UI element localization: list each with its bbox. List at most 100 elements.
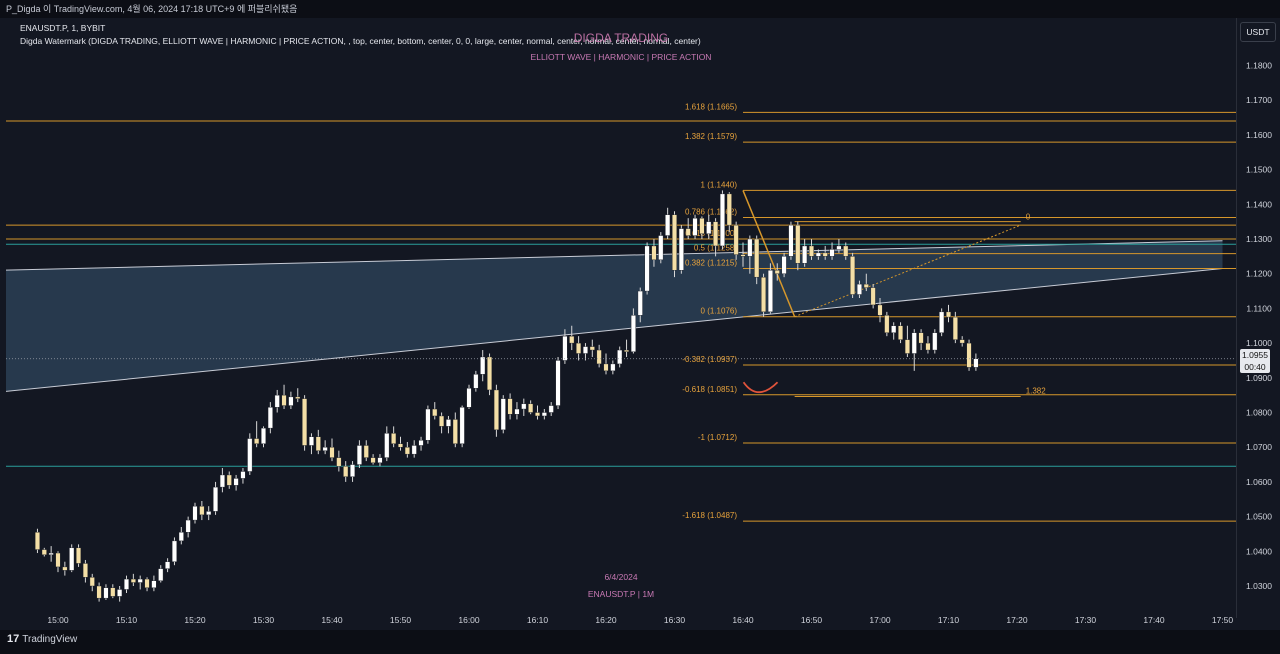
candle-body-111 xyxy=(795,224,801,264)
time-axis[interactable]: 15:00 15:10 15:20 15:30 15:40 15:50 16:00 16:10… xyxy=(6,612,1236,628)
projection-diagonal xyxy=(794,224,1021,318)
candle-body-27 xyxy=(219,474,225,488)
channel-upper-line xyxy=(6,240,1223,271)
time-tick-11: 16:50 xyxy=(801,615,823,625)
price-tick-9: 1.0900 xyxy=(1246,373,1272,383)
time-axis-labels: 15:00 15:10 15:20 15:30 15:40 15:50 16:00 16:10… xyxy=(47,615,1233,625)
candle-body-88 xyxy=(637,290,643,316)
candle-body-40 xyxy=(308,436,314,446)
watermark-symbol: ENAUSDT.P | 1M xyxy=(587,589,655,599)
candle-body-67 xyxy=(493,389,499,431)
watermark-date: 6/4/2024 xyxy=(604,572,638,582)
candle-body-136 xyxy=(966,342,972,368)
candle-body-95 xyxy=(685,228,691,236)
candle-body-26 xyxy=(213,486,219,512)
candle-body-8 xyxy=(89,577,95,587)
chart-pane[interactable]: 1.618 (1.1665) 1.382 (1.1579) 1 (1.1440) 0.… xyxy=(6,18,1236,618)
price-tick-13: 1.0500 xyxy=(1246,512,1272,522)
candle-body-4 xyxy=(62,566,68,571)
candle-body-14 xyxy=(130,578,136,583)
candle-body-74 xyxy=(541,412,547,417)
price-axis-labels: 1.1800 1.1700 1.1600 1.1500 1.1400 1.1300 1.12… xyxy=(1246,61,1272,592)
candle-body-109 xyxy=(781,256,787,274)
time-tick-7: 16:10 xyxy=(527,615,549,625)
current-price-value: 1.0955 xyxy=(1242,350,1268,360)
candle-body-55 xyxy=(411,445,417,455)
candle-body-25 xyxy=(206,511,212,516)
candle-body-38 xyxy=(295,396,301,399)
candle-body-132 xyxy=(939,311,945,333)
candle-body-61 xyxy=(452,419,458,444)
candle-body-131 xyxy=(932,332,938,351)
candle-body-15 xyxy=(137,578,143,583)
candle-body-106 xyxy=(761,276,767,313)
candle-body-124 xyxy=(884,315,890,333)
fib-label-3: 0.786 (1.1362) xyxy=(685,207,737,216)
candle-body-126 xyxy=(898,325,904,340)
tradingview-logo[interactable]: 17 TradingView xyxy=(7,633,77,645)
candle-body-130 xyxy=(925,342,931,351)
time-tick-8: 16:20 xyxy=(595,615,617,625)
tradingview-logo-icon: 17 xyxy=(7,633,20,645)
current-price-badge: 1.0955 00:40 xyxy=(1240,349,1270,373)
footer-bar xyxy=(0,630,1280,654)
candle-body-18 xyxy=(158,568,164,581)
candle-body-46 xyxy=(350,464,356,477)
tradingview-logo-text: TradingView xyxy=(22,633,78,645)
candle-body-92 xyxy=(665,214,671,236)
candle-body-60 xyxy=(445,419,451,427)
candle-body-96 xyxy=(692,217,698,236)
candle-body-117 xyxy=(836,245,842,250)
channel-fill xyxy=(6,240,1223,392)
price-tick-14: 1.0400 xyxy=(1246,546,1272,556)
time-tick-16: 17:40 xyxy=(1143,615,1165,625)
time-tick-13: 17:10 xyxy=(938,615,960,625)
price-tick-6: 1.1200 xyxy=(1246,269,1272,279)
candle-body-127 xyxy=(904,339,910,354)
candle-body-28 xyxy=(226,474,232,486)
candle-body-52 xyxy=(391,433,397,444)
price-tick-2: 1.1600 xyxy=(1246,130,1272,140)
candle-body-66 xyxy=(487,356,493,391)
candle-body-57 xyxy=(425,408,431,441)
candle-body-93 xyxy=(672,214,678,271)
price-tick-10: 1.0800 xyxy=(1246,408,1272,418)
bar-countdown: 00:40 xyxy=(1244,362,1266,372)
time-tick-6: 16:00 xyxy=(458,615,480,625)
candle-body-3 xyxy=(55,552,61,568)
price-tick-12: 1.0600 xyxy=(1246,477,1272,487)
candle-body-73 xyxy=(535,412,541,417)
candle-body-125 xyxy=(891,325,897,333)
candle-body-91 xyxy=(658,235,664,261)
symbol-legend[interactable]: ENAUSDT.P, 1, BYBIT xyxy=(20,23,106,33)
price-tick-11: 1.0700 xyxy=(1246,442,1272,452)
candle-body-33 xyxy=(260,427,266,444)
time-tick-10: 16:40 xyxy=(732,615,754,625)
price-chart[interactable]: 1.618 (1.1665) 1.382 (1.1579) 1 (1.1440) 0.… xyxy=(6,18,1236,618)
candle-body-87 xyxy=(630,315,636,352)
candle-body-29 xyxy=(233,478,239,486)
candle-body-122 xyxy=(870,287,876,306)
arc-annotation xyxy=(742,381,779,394)
candle-body-101 xyxy=(726,193,732,226)
candle-body-135 xyxy=(959,339,965,344)
wave-leg-line xyxy=(742,190,796,318)
candle-body-123 xyxy=(877,304,883,316)
indicator-legend[interactable]: Digda Watermark (DIGDA TRADING, ELLIOTT … xyxy=(20,36,701,46)
candle-body-90 xyxy=(651,245,657,261)
candle-body-65 xyxy=(480,356,486,375)
candle-body-83 xyxy=(603,363,609,372)
candle-body-32 xyxy=(254,438,260,444)
candle-body-45 xyxy=(343,466,349,477)
candle-body-71 xyxy=(521,403,527,410)
candle-body-19 xyxy=(165,561,171,569)
time-tick-0: 15:00 xyxy=(47,615,69,625)
publish-header: P_Digda 이 TradingView.com, 4월 06, 2024 1… xyxy=(0,0,1280,18)
candle-body-108 xyxy=(774,270,780,274)
price-axis[interactable]: 1.1800 1.1700 1.1600 1.1500 1.1400 1.1300 1.12… xyxy=(1236,18,1280,618)
candle-body-94 xyxy=(678,228,684,271)
candle-body-98 xyxy=(706,221,712,234)
currency-selector[interactable]: USDT xyxy=(1240,22,1276,42)
time-tick-2: 15:20 xyxy=(184,615,206,625)
time-tick-14: 17:20 xyxy=(1006,615,1028,625)
